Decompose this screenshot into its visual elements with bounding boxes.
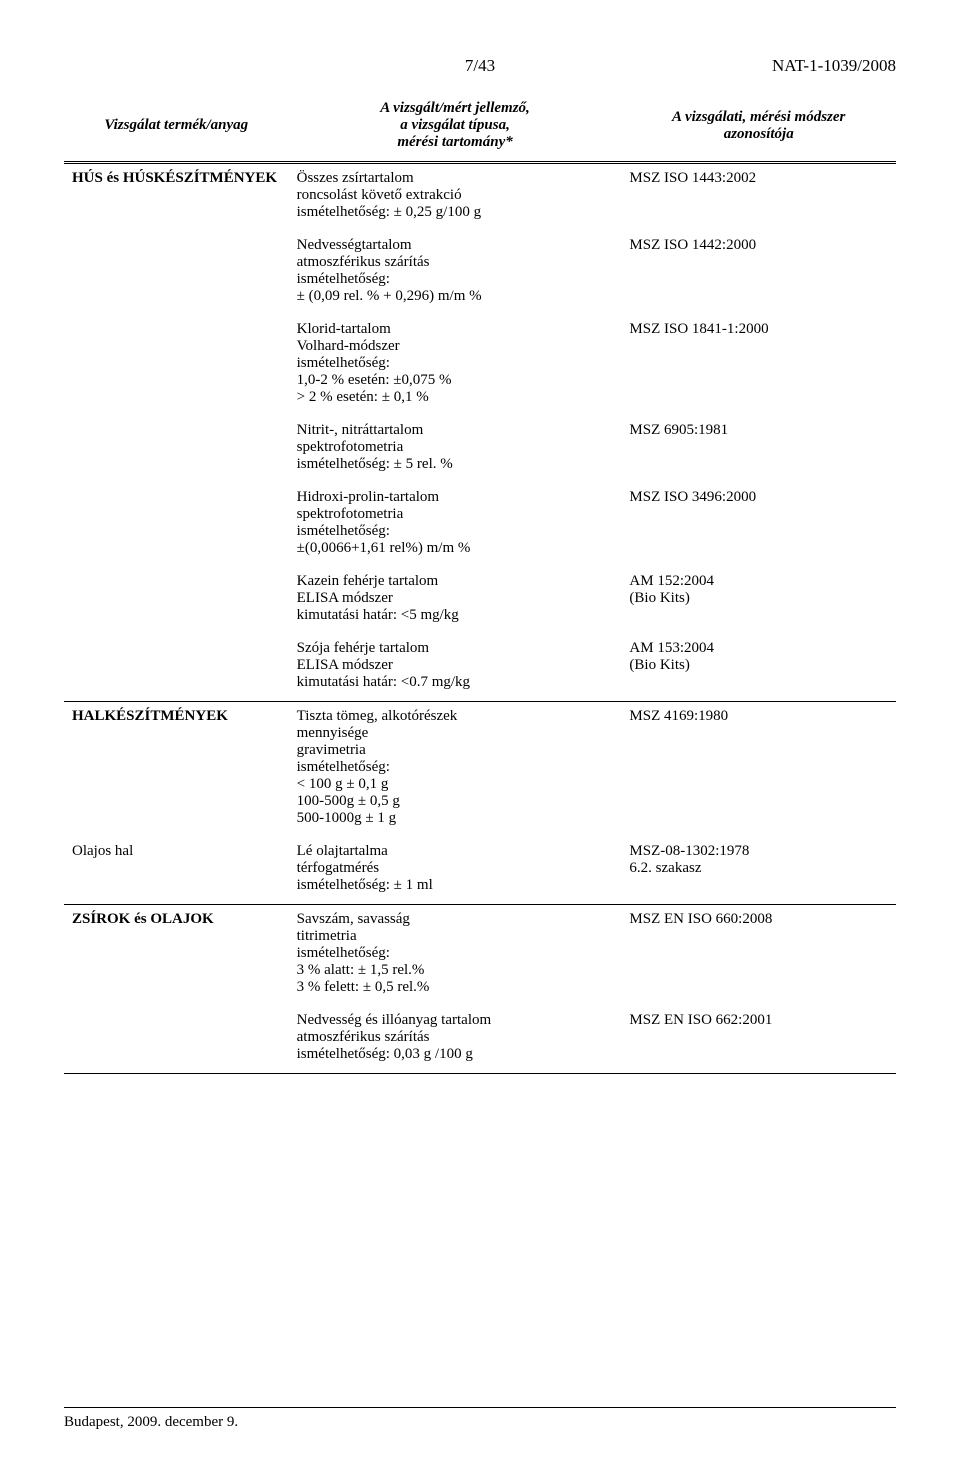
id-cell: MSZ ISO 1841-1:2000 (621, 315, 896, 416)
table-row: Szója fehérje tartalomELISA módszerkimut… (64, 634, 896, 702)
param-cell: Hidroxi-prolin-tartalomspektrofotometria… (289, 483, 622, 567)
table-row: Kazein fehérje tartalomELISA módszerkimu… (64, 567, 896, 634)
id-cell: AM 152:2004(Bio Kits) (621, 567, 896, 634)
col3-line2: azonosítója (724, 126, 794, 142)
table-row: HÚS és HÚSKÉSZÍTMÉNYEKÖsszes zsírtartalo… (64, 163, 896, 232)
param-cell: Savszám, savasságtitrimetriaismételhetős… (289, 905, 622, 1007)
category-cell (64, 315, 289, 416)
table-row: ZSÍROK és OLAJOKSavszám, savasságtitrime… (64, 905, 896, 1007)
table-row: Nedvesség és illóanyag tartalomatmoszfér… (64, 1006, 896, 1074)
col2-line2: a vizsgálat típusa, (400, 117, 510, 133)
param-cell: Lé olajtartalmatérfogatmérésismételhetős… (289, 837, 622, 905)
category-cell: HÚS és HÚSKÉSZÍTMÉNYEK (64, 163, 289, 232)
footer-divider (64, 1407, 896, 1408)
param-cell: Nedvesség és illóanyag tartalomatmoszfér… (289, 1006, 622, 1074)
id-cell: MSZ 6905:1981 (621, 416, 896, 483)
table-row: Nitrit-, nitráttartalomspektrofotometria… (64, 416, 896, 483)
param-cell: Összes zsírtartalomroncsolást követő ext… (289, 163, 622, 232)
category-cell (64, 634, 289, 702)
category-cell: ZSÍROK és OLAJOK (64, 905, 289, 1007)
param-cell: Kazein fehérje tartalomELISA módszerkimu… (289, 567, 622, 634)
column-header-product: Vizsgálat termék/anyag (64, 94, 289, 163)
column-header-product-text: Vizsgálat termék/anyag (104, 117, 248, 133)
param-cell: Nedvességtartalomatmoszférikus szárítási… (289, 231, 622, 315)
table-row: Nedvességtartalomatmoszférikus szárítási… (64, 231, 896, 315)
param-cell: Klorid-tartalomVolhard-módszerismételhet… (289, 315, 622, 416)
page-number: 7/43 (341, 56, 618, 76)
table-row: Olajos halLé olajtartalmatérfogatmérésis… (64, 837, 896, 905)
id-cell: MSZ EN ISO 662:2001 (621, 1006, 896, 1074)
id-cell: MSZ EN ISO 660:2008 (621, 905, 896, 1007)
param-cell: Tiszta tömeg, alkotórészekmennyiségegrav… (289, 702, 622, 838)
col3-line1: A vizsgálati, mérési módszer (672, 109, 845, 125)
measurement-table: Vizsgálat termék/anyag A vizsgált/mért j… (64, 94, 896, 1074)
id-cell: MSZ ISO 1443:2002 (621, 163, 896, 232)
header-spacer (64, 56, 341, 76)
subcategory-cell: Olajos hal (64, 837, 289, 905)
category-cell (64, 1006, 289, 1074)
id-cell: MSZ 4169:1980 (621, 702, 896, 838)
category-cell: HALKÉSZÍTMÉNYEK (64, 702, 289, 838)
footer-text: Budapest, 2009. december 9. (64, 1414, 896, 1431)
category-cell (64, 231, 289, 315)
table-row: Klorid-tartalomVolhard-módszerismételhet… (64, 315, 896, 416)
col2-line1: A vizsgált/mért jellemző, (380, 100, 530, 116)
id-cell: MSZ ISO 3496:2000 (621, 483, 896, 567)
category-cell (64, 567, 289, 634)
category-cell (64, 483, 289, 567)
table-row: Hidroxi-prolin-tartalomspektrofotometria… (64, 483, 896, 567)
table-row: HALKÉSZÍTMÉNYEKTiszta tömeg, alkotórésze… (64, 702, 896, 838)
id-cell: AM 153:2004(Bio Kits) (621, 634, 896, 702)
document-reference: NAT-1-1039/2008 (619, 56, 896, 76)
param-cell: Szója fehérje tartalomELISA módszerkimut… (289, 634, 622, 702)
col2-line3: mérési tartomány* (397, 134, 512, 150)
id-cell: MSZ ISO 1442:2000 (621, 231, 896, 315)
id-cell: MSZ-08-1302:19786.2. szakasz (621, 837, 896, 905)
column-header-param: A vizsgált/mért jellemző, a vizsgálat tí… (289, 94, 622, 163)
param-cell: Nitrit-, nitráttartalomspektrofotometria… (289, 416, 622, 483)
column-header-id: A vizsgálati, mérési módszer azonosítója (621, 94, 896, 163)
category-cell (64, 416, 289, 483)
